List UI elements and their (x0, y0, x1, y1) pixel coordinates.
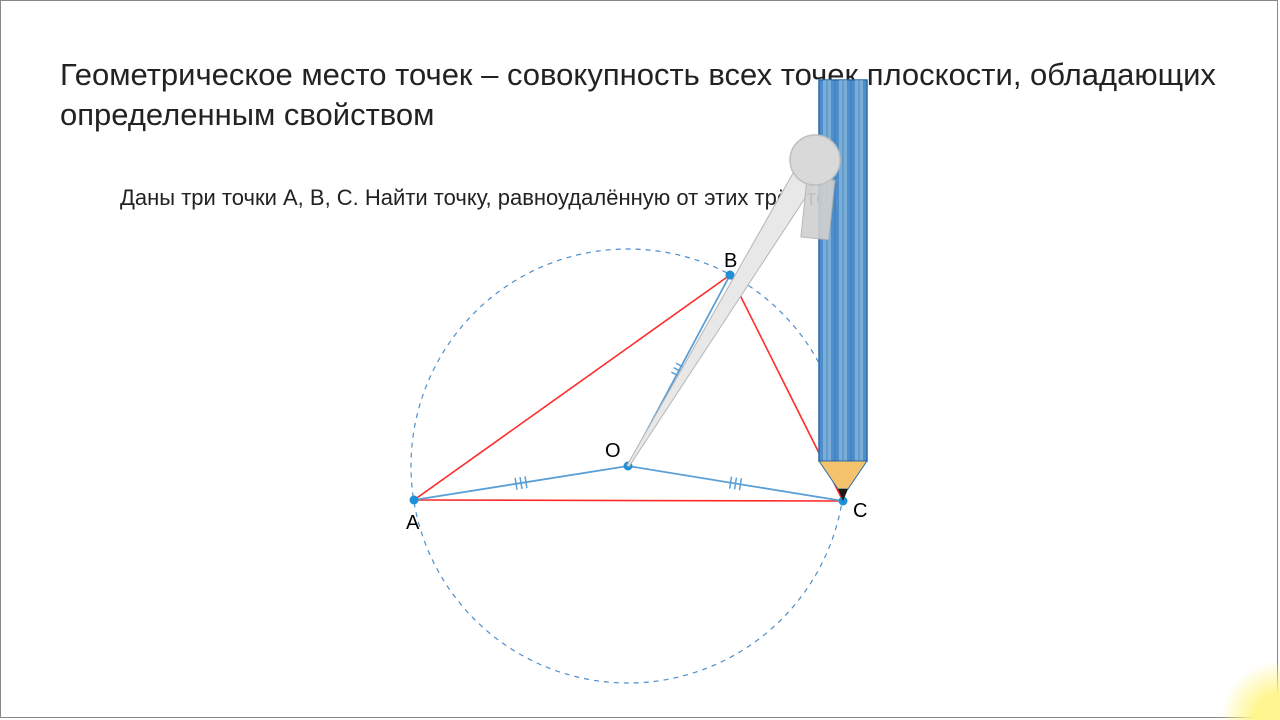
label-c: C (853, 500, 867, 523)
label-a: A (406, 512, 419, 535)
side-ab (414, 275, 730, 500)
label-o: O (605, 440, 621, 463)
geometry-diagram (0, 0, 1280, 720)
compass-metal-arm (627, 169, 816, 467)
label-b: B (724, 250, 737, 273)
side-ca (414, 500, 843, 501)
compass-hinge (790, 135, 840, 185)
point-a (410, 496, 419, 505)
